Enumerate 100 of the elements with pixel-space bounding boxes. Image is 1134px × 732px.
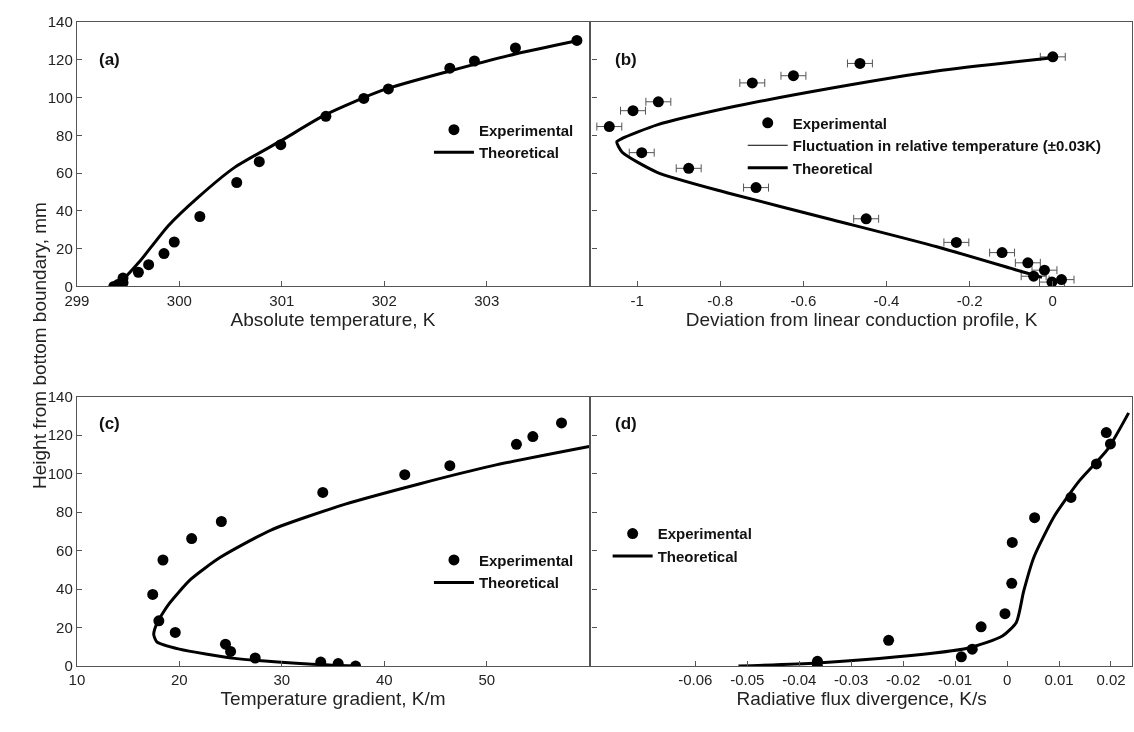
point	[636, 147, 648, 159]
x-tick-label: 0.02	[1096, 671, 1126, 689]
x-tick-label: 0.01	[1044, 671, 1074, 689]
annotation: (b)	[615, 50, 637, 69]
legend-label: Theoretical	[478, 574, 559, 592]
point	[444, 460, 456, 472]
y-tick-label: 140	[47, 13, 73, 31]
point	[509, 42, 521, 54]
annotation: (d)	[615, 414, 637, 433]
point	[527, 431, 539, 443]
point	[253, 156, 265, 168]
point	[750, 182, 762, 194]
point	[999, 608, 1011, 620]
point	[186, 533, 198, 545]
x-tick-label: -0.01	[938, 671, 973, 689]
point	[215, 515, 227, 527]
y-tick-label: 60	[56, 541, 73, 559]
annotation: Fluctuation in relative temperature (±0.03K)	[792, 137, 1102, 155]
point	[1029, 512, 1041, 524]
point	[854, 57, 866, 69]
y-tick-label: 100	[47, 88, 73, 106]
point	[168, 236, 180, 248]
point	[510, 438, 522, 450]
point	[996, 247, 1008, 259]
x-tick-label: -0.02	[886, 671, 921, 689]
point	[955, 651, 967, 663]
y-tick-label: 80	[56, 503, 73, 521]
point	[746, 77, 758, 89]
y-tick-label: 40	[56, 202, 73, 220]
point	[1006, 577, 1018, 589]
point	[975, 621, 987, 633]
legend-label: Experimental	[792, 114, 887, 132]
x-tick-label: -1	[630, 291, 644, 309]
point	[603, 121, 615, 133]
point	[860, 213, 872, 225]
y-tick-label: 40	[56, 580, 73, 598]
x-tick-label: -0.2	[956, 291, 983, 309]
x-tick-label: 0	[1002, 671, 1012, 689]
x-tick-label: -0.06	[678, 671, 713, 689]
y-tick-label: 60	[56, 164, 73, 182]
point	[158, 248, 170, 260]
point	[1100, 427, 1112, 439]
x-tick-label: -0.4	[873, 291, 900, 309]
point	[317, 486, 329, 498]
point	[950, 236, 962, 248]
point	[194, 211, 206, 222]
point	[683, 162, 695, 174]
point	[132, 266, 144, 278]
point	[627, 105, 639, 117]
legend-label: Theoretical	[478, 144, 559, 162]
point	[652, 96, 664, 108]
x-tick-label: 302	[371, 291, 397, 309]
line-series	[152, 445, 590, 667]
y-tick-label: 120	[47, 50, 73, 68]
point	[787, 70, 799, 82]
y-tick-label: 80	[56, 126, 73, 144]
y-tick-label: 100	[47, 464, 73, 482]
point	[169, 626, 181, 638]
point	[1022, 257, 1034, 269]
x-tick-label: 301	[269, 291, 295, 309]
x-axis-title: Absolute temperature, K	[230, 308, 436, 330]
legend-label: Experimental	[478, 121, 574, 139]
x-tick-label: 0	[1048, 291, 1057, 309]
y-tick-label: 20	[56, 618, 73, 636]
x-tick-label: 50	[478, 671, 496, 689]
point	[231, 176, 243, 188]
x-axis-title: Deviation from linear conduction profile, K	[685, 308, 1038, 330]
point	[1038, 264, 1050, 276]
x-tick-label: -0.04	[782, 671, 817, 689]
point	[1006, 536, 1018, 548]
x-tick-label: -0.05	[730, 671, 765, 689]
point	[225, 645, 237, 657]
legend-label: Experimental	[657, 525, 752, 543]
point	[556, 417, 568, 429]
x-tick-label: 20	[171, 671, 188, 689]
x-axis-title: Radiative flux divergence, K/s	[736, 688, 987, 710]
legend-label: Theoretical	[792, 159, 873, 177]
x-tick-label: -0.8	[707, 291, 734, 309]
x-tick-label: 300	[166, 291, 192, 309]
point	[1046, 276, 1058, 287]
x-tick-label: 30	[273, 671, 291, 689]
x-tick-label: -0.03	[834, 671, 869, 689]
y-axis-title: Height from bottom boundary, mm	[28, 202, 50, 489]
y-tick-label: 120	[47, 426, 73, 444]
y-tick-label: 20	[56, 239, 73, 257]
point	[399, 469, 411, 481]
x-axis-title: Temperature gradient, K/m	[220, 688, 446, 710]
point	[143, 259, 155, 271]
point	[883, 634, 895, 646]
legend-label: Theoretical	[657, 547, 738, 565]
x-tick-label: 40	[375, 671, 393, 689]
point	[147, 588, 159, 600]
annotation: (c)	[99, 414, 120, 433]
y-tick-label: 140	[47, 387, 73, 405]
x-tick-label: 303	[474, 291, 500, 309]
annotation: (a)	[99, 50, 120, 69]
x-tick-label: -0.6	[790, 291, 817, 309]
point	[1056, 274, 1068, 286]
legend-label: Experimental	[478, 551, 574, 569]
point	[157, 554, 169, 566]
